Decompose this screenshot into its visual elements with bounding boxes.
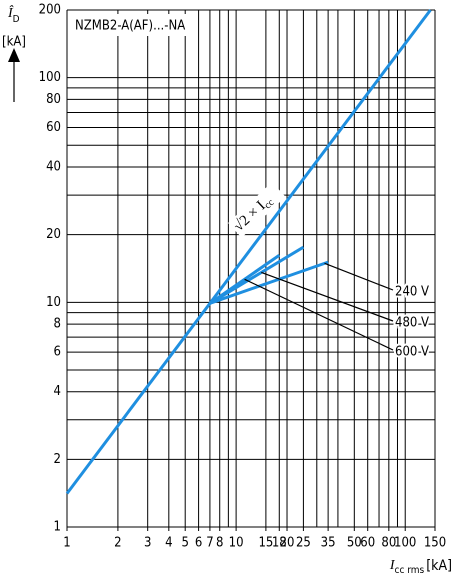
x-tick-label: 50	[347, 536, 362, 551]
y-label: ÎD	[7, 4, 20, 25]
y-tick-label: 200	[39, 3, 61, 18]
data-line	[65, 9, 432, 495]
x-label-symbol: I	[389, 558, 396, 573]
leader-line	[324, 262, 394, 291]
annotation-bg	[228, 182, 286, 238]
x-tick-label: 25	[296, 536, 311, 551]
x-tick-label: 3	[144, 536, 151, 551]
x-tick-label: 1	[63, 536, 70, 551]
data-line	[209, 260, 329, 305]
y-tick-label: 100	[39, 70, 61, 85]
x-tick-label: 15	[258, 536, 273, 551]
title-box	[71, 14, 191, 36]
y-tick-label: 40	[46, 160, 61, 175]
series-label: 480 V	[395, 316, 429, 331]
y-label-sub: D	[13, 14, 20, 25]
y-tick-label: 20	[46, 227, 61, 242]
y-tick-label: 80	[46, 92, 61, 107]
series-label: 600 V	[395, 345, 429, 360]
x-tick-label: 60	[360, 536, 375, 551]
x-label: Icc rms [kA]	[389, 558, 452, 576]
x-label-unit: [kA]	[426, 558, 452, 574]
x-tick-label: 35	[321, 536, 336, 551]
x-tick-label: 100	[394, 536, 416, 551]
annotation: √2 × Icc	[228, 182, 286, 238]
x-tick-label: 10	[229, 536, 244, 551]
y-tick-label: 8	[54, 317, 61, 332]
y-tick-label: 1	[54, 520, 61, 535]
y-tick-label: 60	[46, 120, 61, 135]
y-label-symbol: Î	[7, 4, 14, 21]
y-tick-label: 10	[46, 295, 61, 310]
series-label: 240 V	[395, 285, 429, 300]
y-tick-label: 4	[54, 384, 61, 399]
y-tick-label: 6	[54, 345, 61, 360]
x-tick-label: 2	[114, 536, 121, 551]
x-tick-label: 4	[165, 536, 172, 551]
x-tick-label: 7	[206, 536, 213, 551]
y-arrow-head	[8, 48, 20, 62]
x-tick-label: 5	[181, 536, 188, 551]
x-tick-label: 80	[381, 536, 396, 551]
chart-title: NZMB2-A(AF)...-NA	[75, 19, 185, 34]
y-label-unit: [kA]	[2, 35, 26, 50]
leader-line	[261, 271, 394, 322]
x-tick-label: 6	[195, 536, 202, 551]
x-tick-label: 8	[216, 536, 223, 551]
leader-line	[244, 278, 394, 351]
x-tick-label: 150	[424, 536, 446, 551]
x-tick-label: 18	[272, 536, 287, 551]
y-tick-label: 2	[54, 452, 61, 467]
x-label-sub: cc rms	[395, 565, 425, 576]
x-tick-label: 20	[280, 536, 295, 551]
